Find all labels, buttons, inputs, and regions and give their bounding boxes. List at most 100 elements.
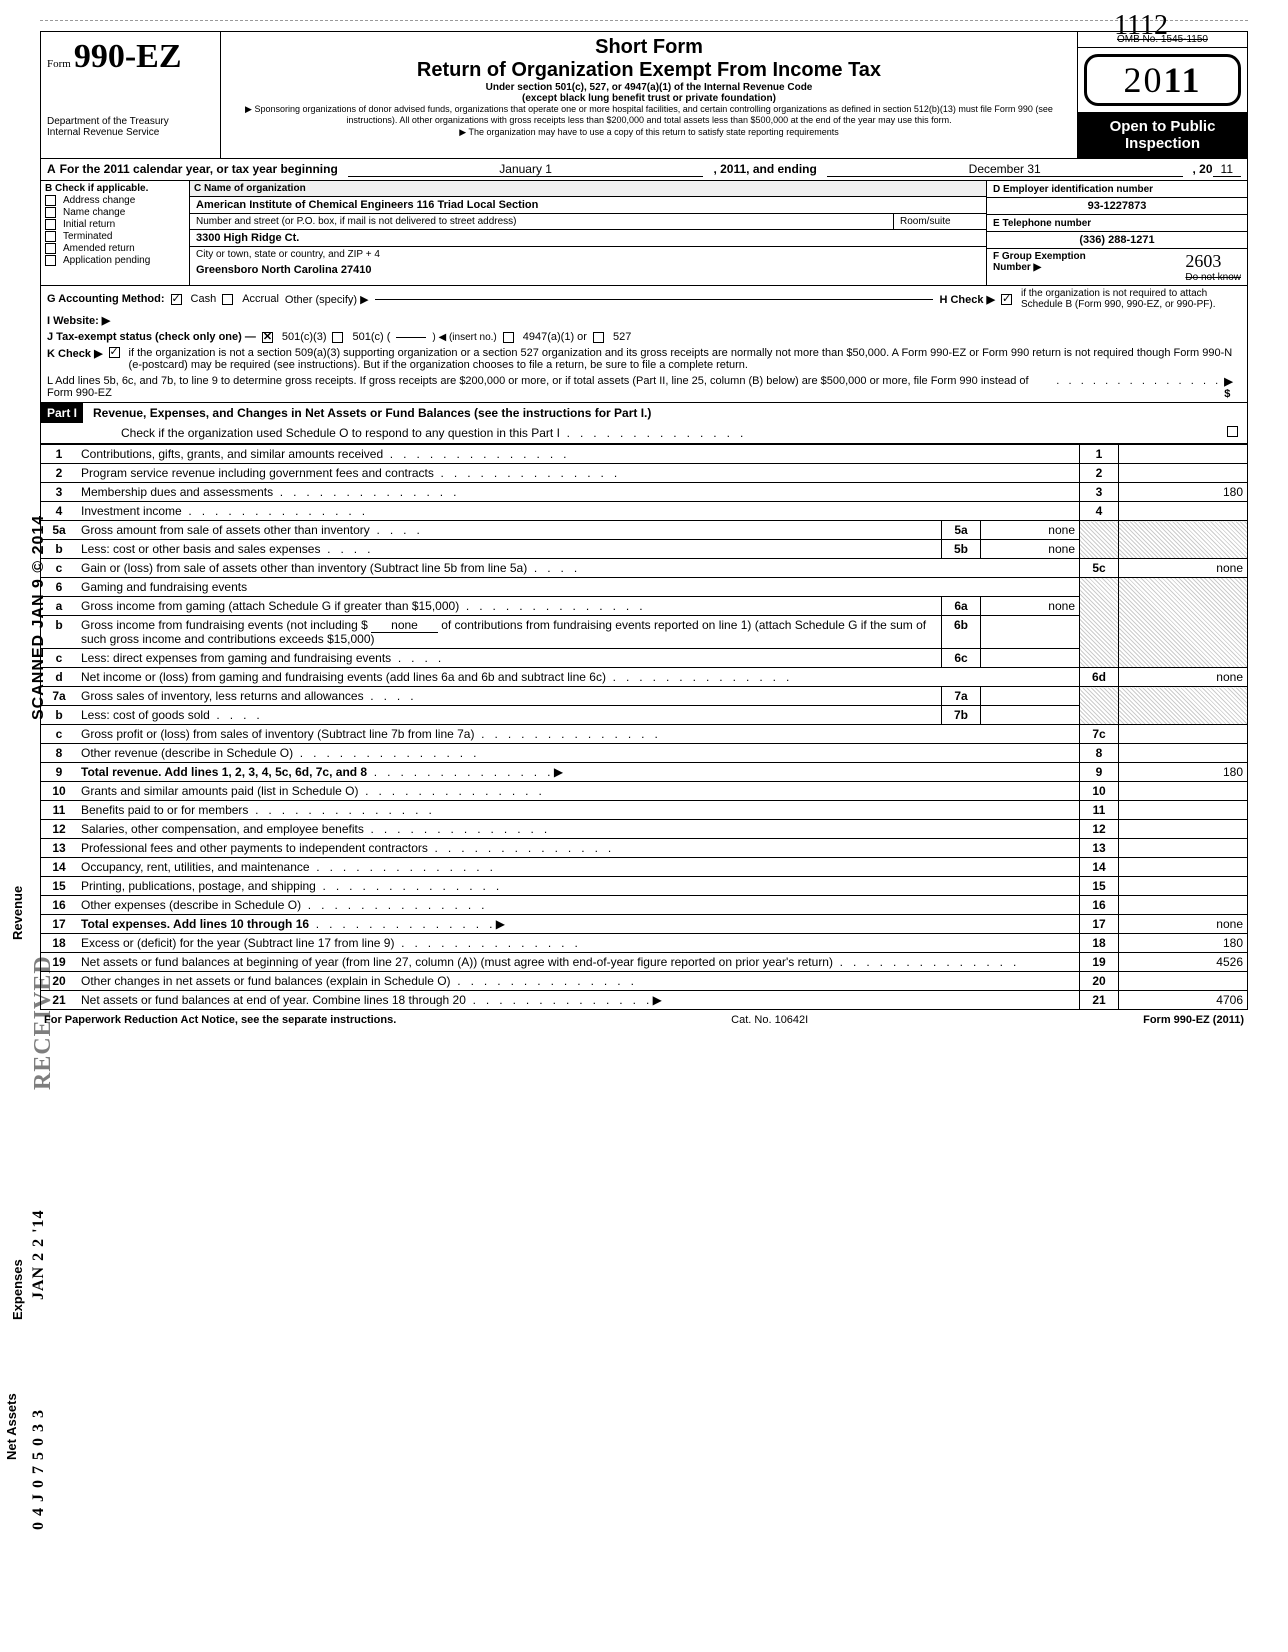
col-f-label: F Group Exemption [993,251,1086,262]
tax-year-end: December 31 [827,162,1183,177]
tax-year-begin: January 1 [348,162,704,177]
chk-4947[interactable] [503,332,514,343]
col-b-title: B Check if applicable. [45,183,185,194]
section-a-prefix: A [47,162,56,177]
col-c-label: C Name of organization [190,181,986,197]
stamp-scanned: SCANNED JAN 9 © 2014 [30,515,48,720]
chk-amended[interactable] [45,243,56,254]
line1-val [1119,445,1248,464]
line16-val [1119,896,1248,915]
open-to-public: Open to Public [1078,118,1247,135]
chk-h[interactable] [1001,294,1012,305]
line6a-desc: Gross income from gaming (attach Schedul… [81,599,459,613]
row-k-text: if the organization is not a section 509… [129,347,1241,371]
line15-val [1119,877,1248,896]
part1-label: Part I [41,403,83,423]
line6-desc: Gaming and fundraising events [77,578,1080,597]
line20-desc: Other changes in net assets or fund bala… [81,974,451,988]
street-address: 3300 High Ridge Ct. [190,230,986,247]
col-f-number-label: Number ▶ [993,262,1086,273]
lbl-initial-return: Initial return [63,219,115,230]
lbl-address-change: Address change [63,195,135,206]
short-form-title: Short Form [231,36,1067,59]
section-a-yy: 11 [1213,162,1241,177]
lbl-application-pending: Application pending [63,255,150,266]
footer-form-bold: 990-EZ [1174,1014,1210,1026]
chk-k[interactable] [109,347,120,358]
chk-terminated[interactable] [45,231,56,242]
line9-val: 180 [1119,763,1248,782]
lbl-amended: Amended return [63,243,135,254]
lbl-501c: 501(c) ( [352,331,390,343]
row-g-label: G Accounting Method: [47,293,165,305]
form-header: Form 990-EZ Department of the Treasury I… [40,31,1248,159]
stamp-code: 0 4 J 0 7 5 0 3 3 [30,1409,48,1530]
line12-desc: Salaries, other compensation, and employ… [81,822,364,836]
sidebar-revenue: Revenue [10,886,25,940]
chk-schedule-o[interactable] [1227,426,1238,437]
do-not-know-struck: Do not know [1185,272,1241,283]
line5a-midval: none [981,521,1080,540]
line6b-mid: none [371,618,438,633]
lbl-4947: 4947(a)(1) or [523,331,587,343]
form-number: 990-EZ [74,38,182,75]
chk-527[interactable] [593,332,604,343]
lbl-insert-no: ) ◀ (insert no.) [432,332,496,343]
line7b-desc: Less: cost of goods sold [81,708,210,722]
line20-val [1119,972,1248,991]
chk-name-change[interactable] [45,207,56,218]
chk-application-pending[interactable] [45,255,56,266]
line6b-desc1: Gross income from fundraising events (no… [81,618,368,632]
chk-501c3[interactable] [262,332,273,343]
year-bold: 11 [1163,60,1201,100]
line13-val [1119,839,1248,858]
info-block: B Check if applicable. Address change Na… [40,181,1248,286]
stamp-received: RECEIVED [30,955,57,1090]
line21-val: 4706 [1119,991,1248,1010]
section-a-row: A For the 2011 calendar year, or tax yea… [40,159,1248,181]
line14-desc: Occupancy, rent, utilities, and maintena… [81,860,310,874]
section-a-2011: , 2011, and ending [713,162,816,177]
line18-val: 180 [1119,934,1248,953]
year-prefix: 20 [1123,60,1163,100]
line6d-val: none [1119,668,1248,687]
part1-table: 1Contributions, gifts, grants, and simil… [40,444,1248,1010]
line10-val [1119,782,1248,801]
line4-val [1119,502,1248,521]
line21-desc: Net assets or fund balances at end of ye… [81,993,466,1007]
line10-desc: Grants and similar amounts paid (list in… [81,784,358,798]
line2-desc: Program service revenue including govern… [81,466,434,480]
chk-accrual[interactable] [222,294,233,305]
row-i-label: I Website: ▶ [47,314,110,327]
city-state-zip: Greensboro North Carolina 27410 [190,262,986,278]
lbl-terminated: Terminated [63,231,112,242]
col-d-label: D Employer identification number [993,184,1153,195]
line7c-desc: Gross profit or (loss) from sales of inv… [81,727,474,741]
under-section: Under section 501(c), 527, or 4947(a)(1)… [231,82,1067,93]
row-h-label: H Check ▶ [939,293,995,306]
stamp-date: JAN 2 2 '14 [30,1209,48,1300]
chk-initial-return[interactable] [45,219,56,230]
dept-irs: Internal Revenue Service [47,127,214,138]
section-a-20: , 20 [1193,162,1213,177]
row-l-text: L Add lines 5b, 6c, and 7b, to line 9 to… [47,375,1044,399]
addr-label: Number and street (or P.O. box, if mail … [190,214,893,229]
sidebar-expenses: Expenses [10,1259,25,1320]
tax-year-box: 2011 [1084,54,1241,106]
line11-desc: Benefits paid to or for members [81,803,248,817]
line15-desc: Printing, publications, postage, and shi… [81,879,316,893]
omb-number: OMB No. 1545-1150 [1078,32,1247,48]
phone: (336) 288-1271 [987,232,1247,249]
chk-address-change[interactable] [45,195,56,206]
chk-cash[interactable] [171,294,182,305]
ein: 93-1227873 [987,198,1247,215]
line7a-desc: Gross sales of inventory, less returns a… [81,689,364,703]
group-exemption-handwritten: 2603 [1185,251,1241,272]
dept-treasury: Department of the Treasury [47,116,214,127]
line19-val: 4526 [1119,953,1248,972]
line9-desc: Total revenue. Add lines 1, 2, 3, 4, 5c,… [81,765,367,779]
line14-val [1119,858,1248,877]
line6c-desc: Less: direct expenses from gaming and fu… [81,651,391,665]
section-a-text: For the 2011 calendar year, or tax year … [60,162,338,177]
chk-501c[interactable] [332,332,343,343]
